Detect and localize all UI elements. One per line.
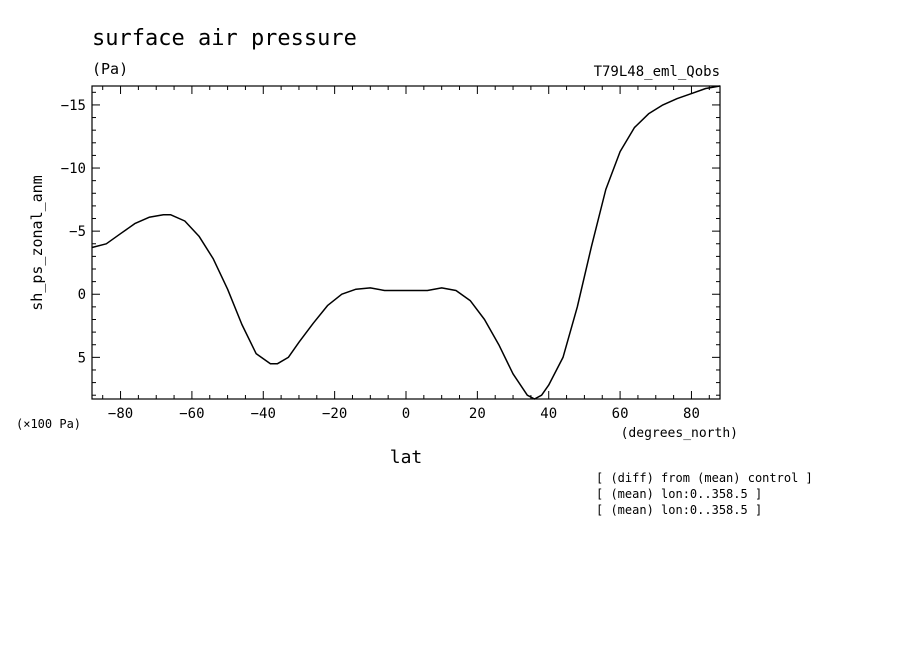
x-tick-label: −60 <box>179 406 204 422</box>
chart-subtitle: (Pa) <box>92 60 128 78</box>
x-axis-tick-labels: −80 −60 −40 −20 0 20 40 60 80 <box>108 406 700 422</box>
experiment-label: T79L48_eml_Qobs <box>594 64 720 80</box>
y-tick-label: 0 <box>78 287 86 303</box>
annotation-line-3: [ (mean) lon:0..358.5 ] <box>596 503 762 517</box>
plot-frame <box>91 85 721 400</box>
x-tick-label: −80 <box>108 406 133 422</box>
x-tick-label: 0 <box>402 406 410 422</box>
y-tick-label: −10 <box>61 161 86 177</box>
series-line <box>91 85 721 400</box>
annotation-line-2: [ (mean) lon:0..358.5 ] <box>596 487 762 501</box>
y-axis-tick-labels: −15 −10 −5 0 5 <box>61 98 86 366</box>
y-axis-label: sh_ps_zonal_anm <box>28 175 46 310</box>
x-tick-label: 40 <box>540 406 557 422</box>
x-tick-label: 20 <box>469 406 486 422</box>
y-axis-ticks <box>92 91 720 396</box>
x-axis-ticks <box>102 86 710 399</box>
x-units-label: (degrees_north) <box>621 426 738 441</box>
x-tick-label: 60 <box>612 406 629 422</box>
y-tick-label: −5 <box>69 224 86 240</box>
y-tick-label: −15 <box>61 98 86 114</box>
x-tick-label: −40 <box>251 406 276 422</box>
annotation-line-1: [ (diff) from (mean) control ] <box>596 471 813 485</box>
x-tick-label: 80 <box>683 406 700 422</box>
y-scale-label: (×100 Pa) <box>16 417 81 431</box>
y-tick-label: 5 <box>78 350 86 366</box>
x-axis-label: lat <box>390 447 423 468</box>
chart-title: surface air pressure <box>92 26 357 51</box>
x-tick-label: −20 <box>322 406 347 422</box>
